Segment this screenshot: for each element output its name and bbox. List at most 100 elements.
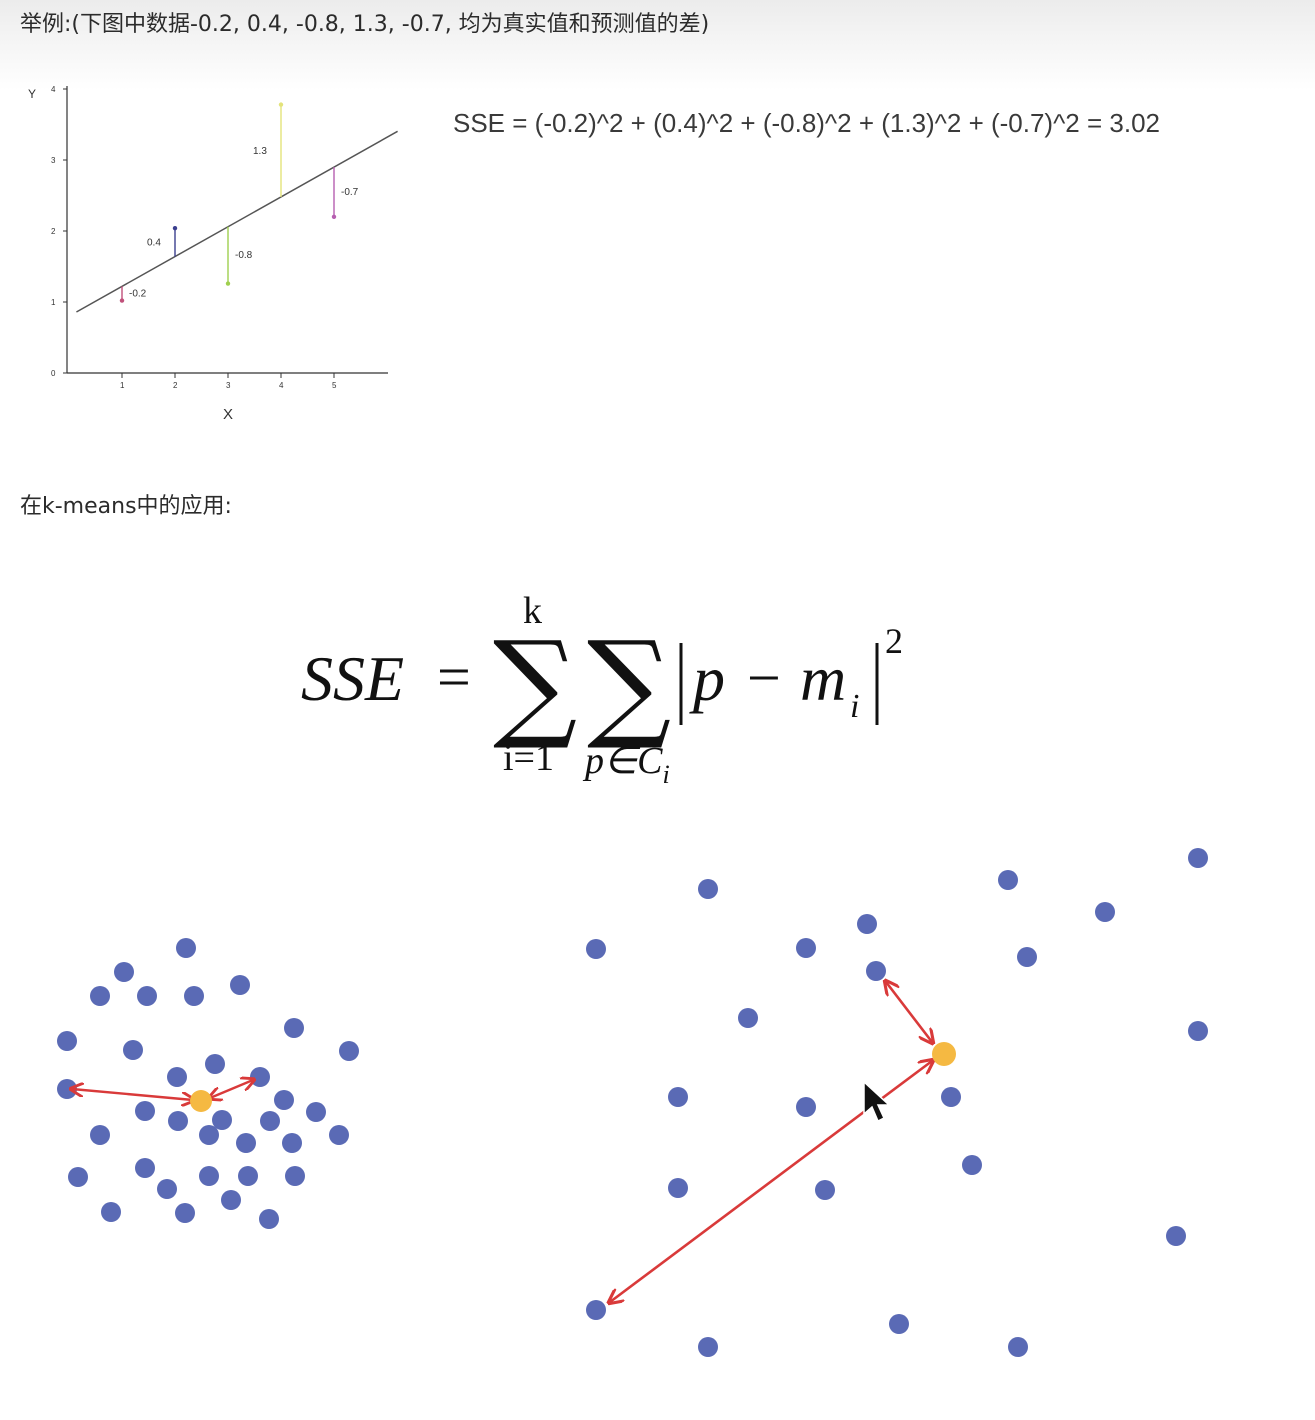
data-point (866, 961, 886, 981)
distance-arrow (886, 982, 932, 1042)
observed-point (119, 298, 125, 303)
formula-exponent: 2 (885, 621, 903, 661)
data-point (668, 1087, 688, 1107)
formula-equals: = (437, 644, 471, 710)
kmeans-heading: 在k-means中的应用: (20, 494, 232, 519)
residual-label: -0.8 (235, 250, 253, 261)
y-tick-label: 3 (51, 156, 56, 165)
observed-point (278, 102, 284, 107)
formula-term-m: m (800, 643, 846, 714)
data-point (157, 1179, 177, 1199)
sum-inner-lower-subscript: i (662, 760, 669, 789)
y-tick-label: 1 (51, 298, 56, 307)
spread-cluster (586, 848, 1208, 1357)
data-point (137, 986, 157, 1006)
residual-label: -0.7 (341, 187, 359, 198)
sse-example-equation: SSE = (-0.2)^2 + (0.4)^2 + (-0.8)^2 + (1… (453, 108, 1160, 138)
data-point (284, 1018, 304, 1038)
sum-symbol-inner: ∑ (587, 615, 671, 753)
data-point (90, 1125, 110, 1145)
sum-upper-limit: k (523, 590, 542, 632)
centroid-compact (190, 1090, 212, 1112)
regression-line (76, 130, 398, 313)
x-tick-label: 3 (226, 381, 231, 390)
residual-label: -0.2 (129, 288, 147, 299)
data-point (282, 1133, 302, 1153)
regression-residual-chart: Y X 0 1 2 3 4 1 2 3 4 5 -0.2 0.4 -0.8 1.3 -0.7 (28, 85, 398, 423)
formula-term-p: p (689, 643, 725, 714)
sum-inner-lower-main: p∈C (582, 740, 663, 782)
data-point (199, 1166, 219, 1186)
data-point (68, 1167, 88, 1187)
data-point (998, 870, 1018, 890)
data-point (796, 938, 816, 958)
data-point (212, 1110, 232, 1130)
data-point (889, 1314, 909, 1334)
x-tick-label: 1 (120, 381, 125, 390)
formula-term-subscript: i (850, 688, 859, 725)
data-point (698, 1337, 718, 1357)
data-point (167, 1067, 187, 1087)
data-point (1095, 902, 1115, 922)
data-point (199, 1125, 219, 1145)
data-point (815, 1180, 835, 1200)
sum-lower-limit: i=1 (503, 737, 554, 779)
data-point (260, 1111, 280, 1131)
formula-minus: − (747, 645, 781, 711)
data-point (339, 1041, 359, 1061)
data-point (168, 1111, 188, 1131)
cluster-illustrations (57, 848, 1208, 1357)
data-point (698, 879, 718, 899)
observed-point (225, 281, 231, 286)
data-point (236, 1133, 256, 1153)
data-point (250, 1067, 270, 1087)
compact-cluster (57, 938, 359, 1229)
x-axis-label: X (223, 406, 233, 423)
formula-sse: SSE (301, 643, 404, 714)
data-point (238, 1166, 258, 1186)
data-point (221, 1190, 241, 1210)
observed-point (331, 214, 337, 219)
distance-arrow (210, 1080, 253, 1098)
data-point (1188, 1021, 1208, 1041)
observed-point (172, 225, 178, 231)
sum-inner-lower: p∈Ci (582, 740, 670, 789)
data-point (101, 1202, 121, 1222)
intro-text: 举例:(下图中数据-0.2, 0.4, -0.8, 1.3, -0.7, 均为真… (20, 12, 710, 37)
data-point (57, 1031, 77, 1051)
data-point (796, 1097, 816, 1117)
data-point (285, 1166, 305, 1186)
data-point (123, 1040, 143, 1060)
data-point (738, 1008, 758, 1028)
x-tick-label: 5 (332, 381, 337, 390)
data-point (962, 1155, 982, 1175)
data-point (135, 1158, 155, 1178)
y-tick-label: 2 (51, 227, 56, 236)
y-axis-label: Y (28, 87, 36, 101)
data-point (306, 1102, 326, 1122)
header-band (0, 0, 1315, 90)
data-point (668, 1178, 688, 1198)
data-point (259, 1209, 279, 1229)
data-point (1017, 947, 1037, 967)
distance-arrow (72, 1089, 193, 1100)
data-point (175, 1203, 195, 1223)
data-point (1166, 1226, 1186, 1246)
data-point (274, 1090, 294, 1110)
x-tick-label: 2 (173, 381, 178, 390)
data-point (1188, 848, 1208, 868)
data-point (176, 938, 196, 958)
sse-formula: SSE = k ∑ i=1 ∑ p∈Ci p − m i 2 (301, 590, 903, 789)
data-point (1008, 1337, 1028, 1357)
sum-symbol-outer: ∑ (493, 615, 577, 753)
data-point (90, 986, 110, 1006)
residual-label: 1.3 (253, 146, 267, 157)
data-point (114, 962, 134, 982)
data-point (586, 939, 606, 959)
data-point (941, 1087, 961, 1107)
residual-label: 0.4 (147, 237, 161, 248)
data-point (184, 986, 204, 1006)
data-point (135, 1101, 155, 1121)
data-point (205, 1054, 225, 1074)
data-point (857, 914, 877, 934)
